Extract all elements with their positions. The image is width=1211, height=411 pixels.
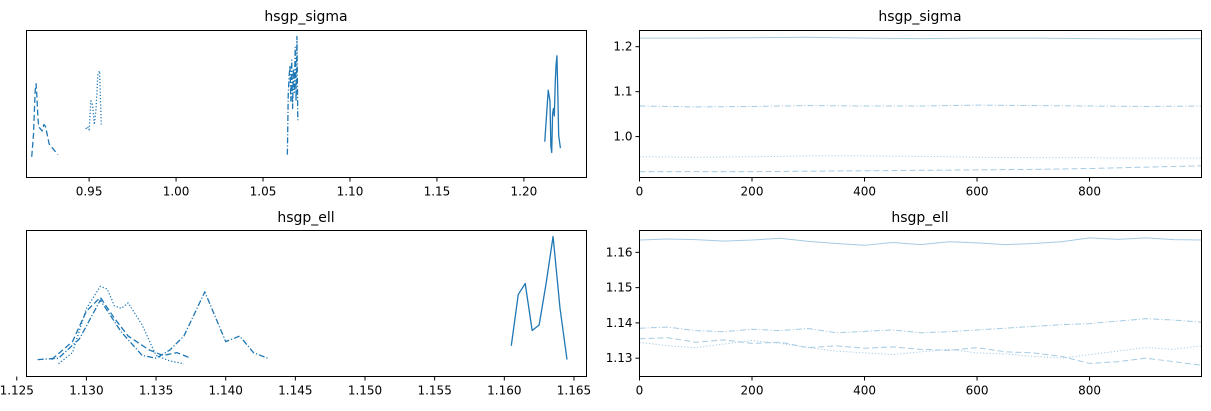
series-line-dashed: [639, 337, 1202, 366]
x-tick-label: 1.10: [337, 185, 364, 199]
series-line-dotted: [639, 340, 1202, 359]
axes-frame: [26, 30, 587, 178]
y-tick-label: 1.13: [606, 351, 633, 365]
x-tick-label: 400: [853, 185, 876, 199]
x-tick-label: 1.140: [209, 384, 243, 398]
series-line-dashdot: [639, 318, 1202, 334]
x-tick-label: 1.00: [163, 185, 190, 199]
series-line-dotted: [85, 70, 102, 131]
y-tick-label: 1.15: [606, 281, 633, 295]
series-line-dotted: [639, 155, 1202, 159]
series-line-dashdot: [37, 291, 268, 361]
series-line-solid: [639, 36, 1202, 40]
panel-sigma-trace: hsgp_sigma 0 200 400 600 800 1.0 1.1 1.2: [613, 9, 1202, 199]
y-tick-label: 1.1: [613, 85, 632, 99]
panel-title: hsgp_sigma: [878, 9, 961, 25]
series-line-solid: [510, 235, 568, 360]
x-tick-label: 600: [966, 185, 989, 199]
x-tick-label: 1.125: [0, 384, 34, 398]
x-tick-label: 400: [853, 384, 876, 398]
x-tick-label: 1.05: [250, 185, 277, 199]
axes-frame: [26, 230, 587, 377]
x-tick-label: 1.150: [348, 384, 382, 398]
x-tick-label: 800: [1078, 384, 1101, 398]
series-line-dashed: [51, 296, 192, 361]
panel-sigma-density: hsgp_sigma 0.95 1.00 1.05 1.10 1.15 1.20: [26, 9, 587, 199]
y-tick-label: 1.14: [606, 316, 633, 330]
axes-frame: [639, 230, 1202, 377]
series-line-solid: [544, 55, 562, 154]
x-tick-label: 600: [966, 384, 989, 398]
panel-title: hsgp_ell: [277, 210, 334, 226]
y-tick-label: 1.16: [606, 245, 633, 259]
x-tick-label: 1.165: [557, 384, 591, 398]
x-tick-label: 1.20: [511, 185, 538, 199]
series-line-dashed: [639, 165, 1202, 173]
y-tick-label: 1.0: [613, 130, 632, 144]
panel-title: hsgp_ell: [891, 210, 948, 226]
axes-frame: [639, 30, 1202, 178]
series-line-solid: [639, 237, 1202, 246]
x-tick-label: 1.15: [424, 185, 451, 199]
x-tick-label: 1.155: [417, 384, 451, 398]
panel-title: hsgp_sigma: [264, 9, 347, 25]
x-tick-label: 800: [1078, 185, 1101, 199]
x-tick-label: 1.145: [278, 384, 312, 398]
x-tick-label: 1.160: [487, 384, 521, 398]
panel-ell-trace: hsgp_ell 0 200 400 600 800 1.13 1.14 1.15 1.16: [606, 210, 1202, 398]
x-tick-label: 200: [741, 185, 764, 199]
x-tick-label: 0: [636, 185, 644, 199]
series-line-dashdot: [286, 35, 299, 155]
series-line-dashdot: [639, 104, 1202, 108]
x-tick-label: 1.135: [139, 384, 173, 398]
x-tick-label: 0: [636, 384, 644, 398]
panel-ell-density: hsgp_ell 1.125 1.130 1.135 1.140 1.145 1.150 1…: [0, 210, 591, 398]
x-tick-label: 200: [741, 384, 764, 398]
series-line-dotted: [58, 285, 185, 365]
x-tick-label: 0.95: [76, 185, 103, 199]
y-tick-label: 1.2: [613, 40, 632, 54]
x-tick-label: 1.130: [69, 384, 103, 398]
series-line-dashed: [31, 83, 59, 157]
